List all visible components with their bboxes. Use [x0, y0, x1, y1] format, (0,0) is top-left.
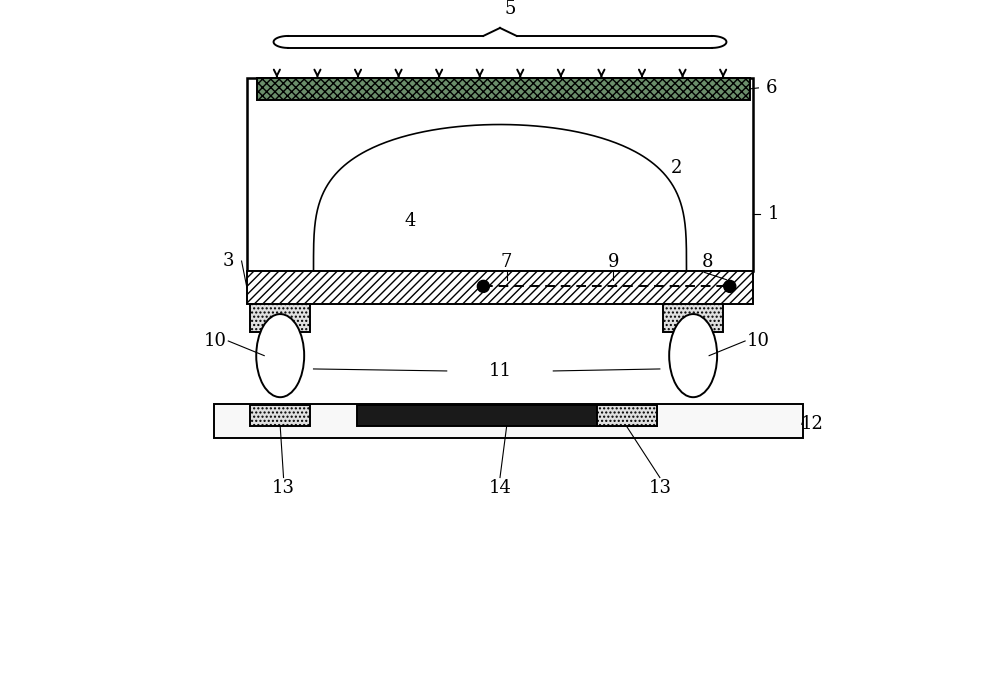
Text: 5: 5	[504, 0, 516, 18]
Ellipse shape	[669, 314, 717, 397]
Text: 4: 4	[404, 212, 416, 230]
Bar	[357, 405, 657, 426]
Text: 13: 13	[648, 479, 671, 497]
Text: 13: 13	[272, 479, 295, 497]
Text: 3: 3	[223, 252, 234, 270]
Text: 10: 10	[203, 332, 226, 350]
Bar	[597, 405, 657, 426]
Bar	[247, 271, 753, 305]
Text: 1: 1	[767, 206, 779, 224]
Bar	[250, 305, 310, 332]
Text: 14: 14	[489, 479, 511, 497]
Text: 6: 6	[766, 79, 777, 97]
Bar	[247, 78, 753, 271]
Text: 10: 10	[747, 332, 770, 350]
Bar	[257, 78, 750, 100]
Text: 11: 11	[488, 362, 512, 380]
Bar	[250, 405, 310, 426]
Circle shape	[477, 280, 489, 293]
Circle shape	[724, 280, 736, 293]
Text: 2: 2	[671, 159, 682, 177]
Ellipse shape	[256, 314, 304, 397]
Text: 8: 8	[702, 253, 714, 272]
Text: 9: 9	[607, 253, 619, 272]
Bar	[663, 305, 723, 332]
Text: 12: 12	[800, 415, 823, 433]
Text: 7: 7	[501, 253, 512, 272]
Bar	[214, 404, 803, 437]
